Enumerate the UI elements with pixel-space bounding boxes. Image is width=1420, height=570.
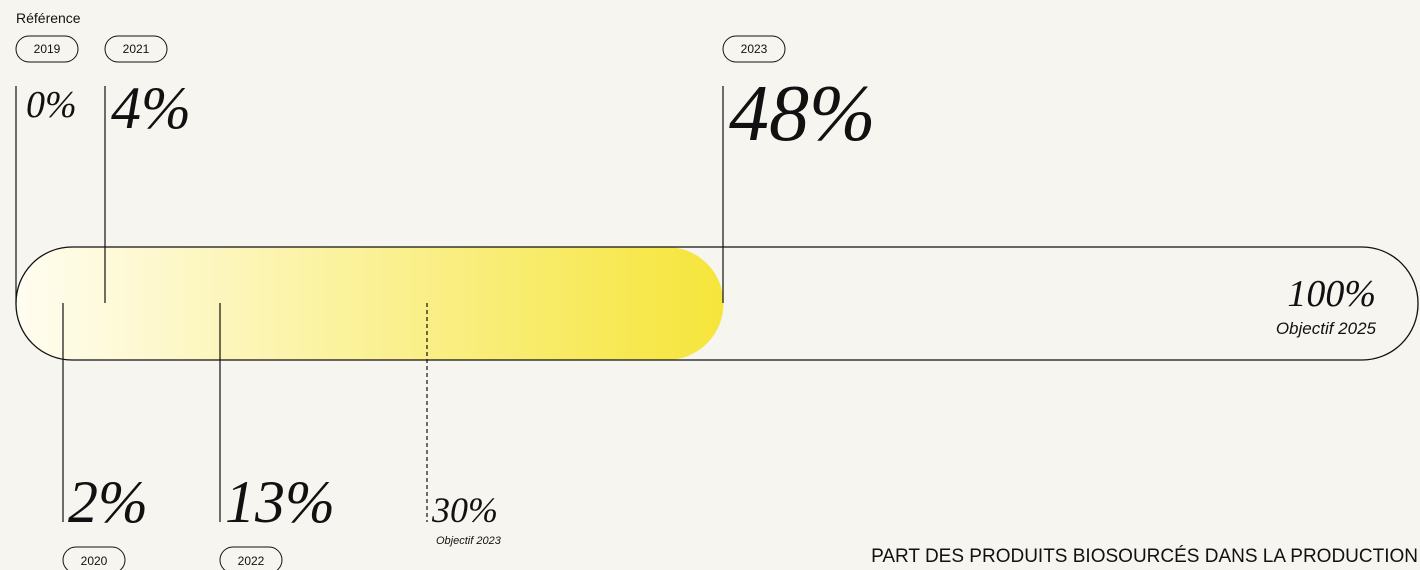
target-label: 30% (431, 490, 498, 530)
year-label: 2019 (34, 42, 61, 56)
year-label: 2021 (123, 42, 150, 56)
target-label: 100% (1287, 273, 1376, 315)
year-label: 2020 (81, 554, 108, 568)
milestone-label: 0% (26, 84, 77, 126)
progress-track (15, 246, 1419, 361)
year-pill (62, 546, 126, 570)
milestone-label: 13% (225, 469, 335, 535)
reference-label: Référence (16, 10, 81, 26)
year-label: 2023 (741, 42, 768, 56)
milestone-label: 4% (111, 75, 191, 141)
target-caption: Objectif 2025 (1276, 319, 1377, 338)
target-caption: Objectif 2023 (436, 535, 502, 547)
chart-title: PART DES PRODUITS BIOSOURCÉS DANS LA PRO… (871, 546, 1418, 567)
year-pill (722, 35, 786, 63)
year-pill (104, 35, 168, 63)
milestone-label: 2% (68, 469, 148, 535)
milestone-label: 48% (729, 70, 876, 158)
year-pill (219, 546, 283, 570)
progress-fill (15, 246, 724, 360)
year-pill (15, 35, 79, 63)
year-label: 2022 (238, 554, 265, 568)
